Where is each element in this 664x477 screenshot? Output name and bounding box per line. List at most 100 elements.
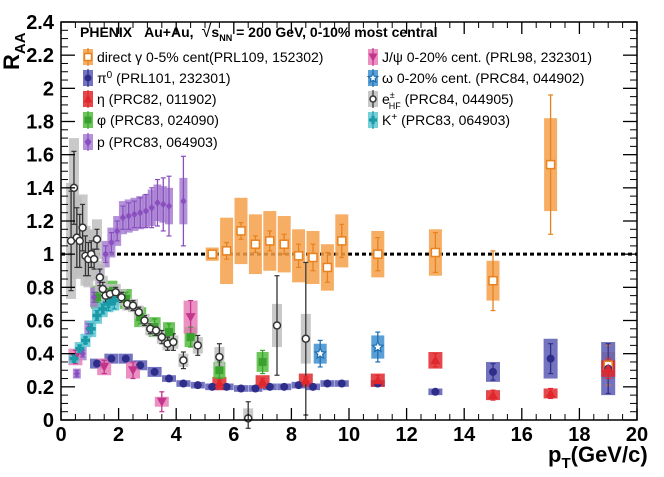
eta-point (214, 378, 225, 388)
x-tick-label: 12 (395, 424, 417, 446)
proton-point (91, 293, 98, 302)
e-hf-point (151, 326, 161, 335)
y-tick-label: 1 (43, 244, 54, 266)
jpsi-point (99, 362, 110, 372)
proton-point (119, 213, 126, 222)
legend-ehf-ref: (PRC84, 044905) (401, 91, 514, 107)
legend-marker-kaon-plus (369, 116, 377, 124)
e-hf-point (169, 337, 178, 347)
pi0-point (237, 384, 245, 393)
direct-gamma-point (430, 247, 441, 258)
legend-label-direct-gamma: direct γ 0-5% cent(PRL109, 152302) (97, 49, 323, 65)
pi0-point (165, 374, 173, 383)
legend-label-eta: η (PRC82, 011902) (97, 91, 217, 107)
legend-label-e-hf: e± HF (PRC84, 044905) (382, 90, 514, 111)
pi0-point (222, 382, 231, 391)
kaon-plus-point (75, 344, 85, 354)
eta-point (545, 388, 556, 398)
direct-gamma-point (337, 236, 347, 246)
x-tick-label: 4 (171, 424, 183, 446)
proton-point (125, 212, 132, 221)
proton-point (102, 250, 109, 259)
y-tick-label: 2 (43, 78, 54, 100)
legend-item-e-hf: e± HF (PRC84, 044905) (368, 90, 514, 111)
proton-point (108, 238, 115, 247)
legend-item-proton: p (PRC83, 064903) (83, 133, 218, 151)
y-tick-label: 1.4 (26, 178, 55, 200)
pi0-point (280, 382, 289, 391)
pi0-point (337, 379, 346, 388)
kaon-plus-point (92, 311, 102, 320)
direct-gamma-point (265, 236, 275, 246)
e-hf-point (111, 288, 120, 297)
direct-gamma-point (221, 246, 232, 256)
legend-label-proton: p (PRC83, 064903) (97, 134, 218, 150)
y-tick-label: 1.6 (26, 145, 54, 167)
proton-point (180, 197, 187, 206)
direct-gamma-point (373, 249, 383, 259)
y-tick-label: 0.2 (26, 377, 54, 399)
legend-label-jpsi: J/ψ 0-20% cent. (PRL98, 232301) (382, 49, 592, 65)
proton-point (166, 202, 172, 211)
pi0-point (431, 387, 440, 396)
legend-item-omega: ω 0-20% cent. (PRC84, 044902) (366, 69, 584, 87)
x-tick-label: 14 (453, 424, 476, 446)
pi0-point (193, 381, 202, 390)
title-energy-rest: = 200 GeV, 0-10% most central (232, 24, 437, 40)
jpsi-point (156, 397, 167, 407)
pi0-point (121, 354, 130, 363)
x-tick-label: 10 (338, 424, 360, 446)
proton-point (131, 210, 138, 219)
systematic-boxes (66, 118, 616, 420)
proton-point (73, 369, 80, 378)
x-axis-title-main: p (548, 442, 561, 467)
y-axis-title: RAA (0, 32, 29, 70)
legend-ehf-e: e (382, 91, 390, 107)
x-tick-label: 20 (626, 424, 648, 446)
pi0-point (251, 384, 260, 393)
kaon-plus-point (109, 296, 119, 306)
e-hf-point (272, 321, 282, 330)
legend-item-jpsi: J/ψ 0-20% cent. (PRL98, 232301) (368, 48, 592, 66)
eta-point (300, 375, 311, 385)
title-experiment: PHENIX (80, 24, 133, 40)
legend-pi0-ref: (PRL101, 232301) (112, 70, 230, 86)
kaon-plus-point (81, 335, 90, 345)
e-hf-point (78, 223, 87, 232)
legend-item-eta: η (PRC82, 011902) (83, 90, 217, 108)
direct-gamma-point (236, 226, 246, 236)
e-hf-point (95, 273, 105, 282)
y-axis-title-main: R (0, 54, 24, 70)
y-tick-label: 1.8 (26, 112, 54, 134)
legend-marker-e-hf (369, 95, 377, 103)
x-tick-label: 8 (286, 424, 297, 446)
legend-marker-proton (84, 137, 92, 147)
phi-point (121, 294, 130, 303)
direct-gamma-point (250, 239, 261, 249)
legend-ehf-sup: ± (390, 90, 395, 100)
proton-point (114, 226, 121, 235)
legend-marker-eta (83, 94, 93, 103)
legend-pi0-symbol: π (97, 70, 107, 86)
legend-marker-pi0 (84, 74, 92, 82)
x-tick-label: 16 (511, 424, 533, 446)
legend-marker-jpsi (368, 53, 378, 62)
pi0-point (489, 367, 497, 376)
proton-point (142, 207, 149, 216)
legend-item-pi0: π0 (PRL101, 232301) (83, 69, 231, 87)
legend-label-phi: φ (PRC83, 024090) (97, 112, 219, 128)
kaon-plus-point (104, 299, 113, 309)
chart-title: PHENIX Au+Au, √sNN = 200 GeV, 0-10% most c… (80, 21, 438, 43)
pi0-point (136, 361, 145, 370)
legend-label-pi0: π0 (PRL101, 232301) (97, 70, 231, 86)
x-tick-label: 18 (568, 424, 590, 446)
axis-ticks: 0 2 4 6 8 10 12 14 16 18 2000.20.40.60.811.21.41.6… (26, 12, 648, 446)
omega-point (313, 346, 327, 360)
pi0-point (309, 382, 317, 391)
phi-point (136, 313, 145, 322)
legend-label-omega: ω 0-20% cent. (PRC84, 044902) (382, 70, 584, 86)
legend-item-direct-gamma: direct γ 0-5% cent(PRL109, 152302) (83, 48, 323, 66)
pi0-point (150, 367, 159, 376)
e-hf-point (89, 254, 99, 264)
title-sqrt-icon: √ (202, 21, 212, 41)
